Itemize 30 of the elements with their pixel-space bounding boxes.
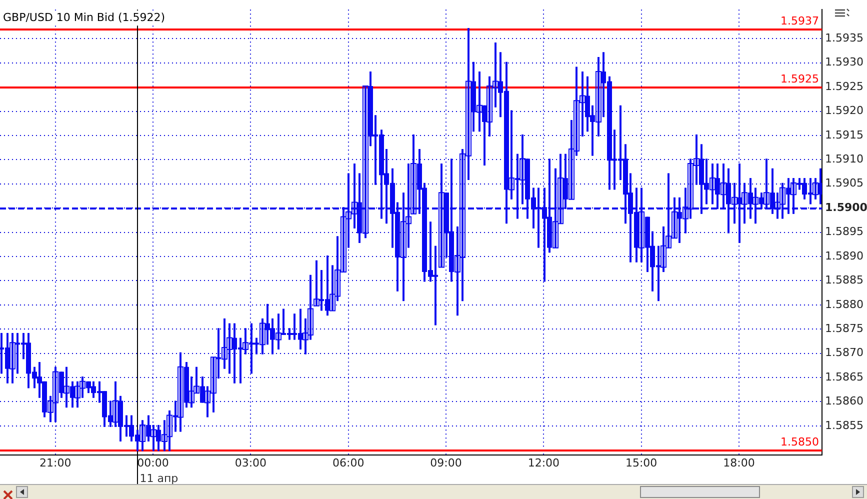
x-tick-label: 18:00 [723,456,755,470]
y-tick-label: 1.5885 [825,274,864,287]
ref-line-label: 11 апр [140,472,178,485]
x-tick-label: 03:00 [234,456,267,470]
ref-line-label: 1.5925 [780,72,819,86]
y-tick-label: 1.5930 [825,56,864,69]
y-tick-label: 1.5920 [825,104,864,118]
y-tick-label: 1.5925 [825,80,864,93]
x-tick-label: 12:00 [528,456,560,470]
x-tick-label: 21:00 [39,456,72,470]
y-tick-label: 1.5905 [825,176,864,190]
y-tick-label: 1.5910 [825,152,864,166]
x-tick-label: 06:00 [332,456,364,470]
x-tick-label: 15:00 [625,456,658,470]
ref-line-label: 1.5937 [780,14,819,28]
chart-title: GBP/USD 10 Min Bid (1.5922) [3,10,166,24]
y-tick-label: 1.5900 [825,200,867,214]
y-tick-label: 1.5890 [825,249,864,262]
y-tick-label: 1.5915 [825,128,864,142]
x-tick-label: 00:00 [137,456,169,470]
y-tick-label: 1.5880 [825,298,864,311]
y-tick-label: 1.5865 [825,370,864,384]
y-tick-label: 1.5860 [825,394,864,408]
y-tick-label: 1.5935 [825,32,864,45]
y-tick-label: 1.5870 [825,346,864,360]
y-tick-label: 1.5895 [825,225,864,238]
ref-line-label: 1.5850 [780,436,819,449]
y-tick-label: 1.5855 [825,418,864,432]
x-tick-label: 09:00 [430,456,462,470]
y-tick-label: 1.5875 [825,322,864,335]
